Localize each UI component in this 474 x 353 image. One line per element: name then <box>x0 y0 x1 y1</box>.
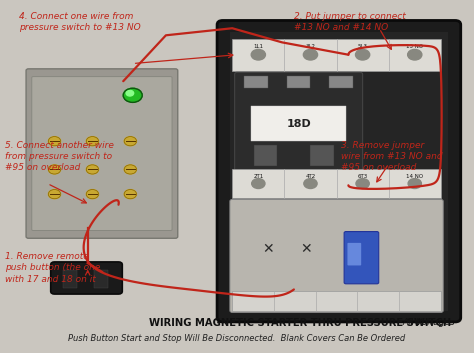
Text: 4. Connect one wire from
pressure switch to #13 NO: 4. Connect one wire from pressure switch… <box>19 12 141 32</box>
Circle shape <box>408 49 422 60</box>
Circle shape <box>124 190 137 199</box>
Circle shape <box>303 49 318 60</box>
FancyBboxPatch shape <box>32 77 172 231</box>
Circle shape <box>86 137 99 146</box>
Text: 14 NO: 14 NO <box>406 174 423 179</box>
FancyBboxPatch shape <box>251 106 346 141</box>
Circle shape <box>408 179 421 189</box>
FancyBboxPatch shape <box>344 232 379 284</box>
Text: WIRING MAGNETIC STARTER THRU PRESSURE SWITCH: WIRING MAGNETIC STARTER THRU PRESSURE SW… <box>149 318 451 328</box>
Circle shape <box>251 49 265 60</box>
FancyBboxPatch shape <box>51 262 122 294</box>
Circle shape <box>356 49 370 60</box>
FancyBboxPatch shape <box>217 20 461 322</box>
Circle shape <box>48 137 61 146</box>
FancyBboxPatch shape <box>310 145 334 166</box>
Text: 4T2: 4T2 <box>305 174 316 179</box>
Circle shape <box>252 179 265 189</box>
Circle shape <box>124 137 137 146</box>
FancyBboxPatch shape <box>94 270 108 288</box>
Text: Push Button Start and Stop Will Be Disconnected.  Blank Covers Can Be Ordered: Push Button Start and Stop Will Be Disco… <box>68 334 406 343</box>
Text: 5. Connect another wire
from pressure switch to
#95 on overload: 5. Connect another wire from pressure sw… <box>5 141 114 172</box>
Text: 2. Put jumper to connect
#13 NO and #14 NO: 2. Put jumper to connect #13 NO and #14 … <box>294 12 406 32</box>
FancyBboxPatch shape <box>232 291 441 311</box>
FancyBboxPatch shape <box>235 72 363 171</box>
Text: 6T3: 6T3 <box>357 174 368 179</box>
Text: ✕: ✕ <box>300 242 311 256</box>
Circle shape <box>48 190 61 199</box>
Text: 3L2: 3L2 <box>305 43 316 49</box>
FancyBboxPatch shape <box>26 69 178 238</box>
Circle shape <box>123 88 142 102</box>
Circle shape <box>304 179 317 189</box>
Circle shape <box>124 165 137 174</box>
Text: 1L1: 1L1 <box>253 43 264 49</box>
Text: 2T1: 2T1 <box>253 174 264 179</box>
FancyBboxPatch shape <box>232 169 441 198</box>
FancyBboxPatch shape <box>287 76 310 88</box>
Text: 5L3: 5L3 <box>357 43 368 49</box>
FancyBboxPatch shape <box>230 199 443 312</box>
FancyBboxPatch shape <box>230 32 448 311</box>
Text: All Voltages: All Voltages <box>402 318 456 328</box>
Circle shape <box>126 90 134 96</box>
FancyBboxPatch shape <box>232 39 441 71</box>
Text: 13 NO: 13 NO <box>406 43 423 49</box>
FancyBboxPatch shape <box>63 270 77 288</box>
FancyBboxPatch shape <box>329 76 353 88</box>
FancyBboxPatch shape <box>347 243 361 265</box>
Circle shape <box>48 165 61 174</box>
Circle shape <box>86 190 99 199</box>
Circle shape <box>356 179 369 189</box>
FancyBboxPatch shape <box>244 76 268 88</box>
Text: 3. Remove jumper
wire from #13 NO and
#95 on overload: 3. Remove jumper wire from #13 NO and #9… <box>341 141 443 172</box>
Text: ✕: ✕ <box>262 242 273 256</box>
FancyBboxPatch shape <box>254 145 277 166</box>
Text: 18D: 18D <box>286 119 311 128</box>
Text: 1. Remove remote
push button (the one
with 17 and 18 on it: 1. Remove remote push button (the one wi… <box>5 252 100 283</box>
Circle shape <box>86 165 99 174</box>
